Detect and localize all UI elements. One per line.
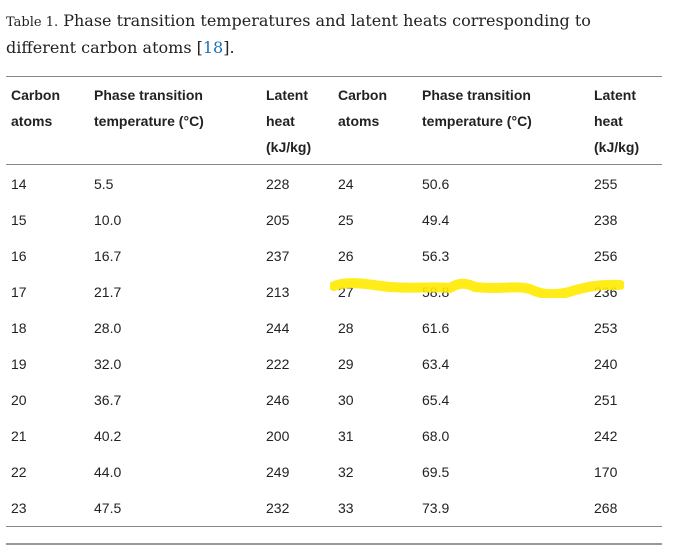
header-carbon-atoms: Carbon atoms — [11, 87, 60, 129]
latent-heat-cell: 213 — [266, 284, 290, 300]
carbon-atoms-cell: 22 — [11, 464, 27, 480]
carbon-atoms-cell: 26 — [338, 248, 354, 264]
header-latent-heat-2: Latent heat (kJ/kg) — [594, 87, 640, 155]
temperature-cell: 36.7 — [94, 392, 122, 408]
temperature-cell: 63.4 — [422, 356, 450, 372]
latent-heat-cell: 240 — [594, 356, 618, 372]
temperature-cell: 40.2 — [94, 428, 122, 444]
latent-heat-cell: 244 — [266, 320, 290, 336]
latent-heat-cell: 246 — [266, 392, 290, 408]
latent-heat-cell: 205 — [266, 212, 290, 228]
temperature-cell: 47.5 — [94, 500, 122, 516]
latent-heat-cell: 256 — [594, 248, 618, 264]
temperature-cell: 32.0 — [94, 356, 122, 372]
carbon-atoms-cell: 25 — [338, 212, 354, 228]
header-phase-transition-temperature: Phase transition temperature (°C) — [94, 87, 204, 129]
temperature-cell: 44.0 — [94, 464, 122, 480]
latent-heat-cell: 251 — [594, 392, 618, 408]
carbon-atoms-cell: 29 — [338, 356, 354, 372]
carbon-atoms-cell: 23 — [11, 500, 27, 516]
temperature-cell: 50.6 — [422, 176, 450, 192]
temperature-cell: 10.0 — [94, 212, 122, 228]
latent-heat-cell: 236 — [594, 284, 618, 300]
temperature-cell: 49.4 — [422, 212, 450, 228]
temperature-cell: 5.5 — [94, 176, 114, 192]
latent-heat-cell: 170 — [594, 464, 618, 480]
caption-label: Table 1. — [6, 15, 59, 30]
carbon-atoms-cell: 28 — [338, 320, 354, 336]
carbon-atoms-cell: 33 — [338, 500, 354, 516]
carbon-atoms-cell: 21 — [11, 428, 27, 444]
temperature-cell: 28.0 — [94, 320, 122, 336]
latent-heat-cell: 249 — [266, 464, 290, 480]
latent-heat-cell: 253 — [594, 320, 618, 336]
temperature-cell: 16.7 — [94, 248, 122, 264]
latent-heat-cell: 200 — [266, 428, 290, 444]
latent-heat-cell: 222 — [266, 356, 290, 372]
header-latent-heat: Latent heat (kJ/kg) — [266, 87, 312, 155]
carbon-atoms-cell: 19 — [11, 356, 27, 372]
caption-text: Phase transition temperatures and latent… — [6, 11, 591, 57]
table-bottom-rule — [6, 526, 662, 527]
carbon-atoms-cell: 27 — [338, 284, 354, 300]
temperature-cell: 21.7 — [94, 284, 122, 300]
table-caption: Table 1. Phase transition temperatures a… — [6, 8, 666, 60]
header-phase-transition-temperature-2: Phase transition temperature (°C) — [422, 87, 532, 129]
carbon-atoms-cell: 18 — [11, 320, 27, 336]
latent-heat-cell: 238 — [594, 212, 618, 228]
carbon-atoms-cell: 30 — [338, 392, 354, 408]
latent-heat-cell: 237 — [266, 248, 290, 264]
temperature-cell: 73.9 — [422, 500, 450, 516]
carbon-atoms-cell: 16 — [11, 248, 27, 264]
latent-heat-cell: 228 — [266, 176, 290, 192]
reference-link[interactable]: 18 — [202, 38, 224, 57]
latent-heat-cell: 232 — [266, 500, 290, 516]
temperature-cell: 61.6 — [422, 320, 450, 336]
latent-heat-cell: 255 — [594, 176, 618, 192]
header-bottom-rule — [6, 164, 662, 165]
yellow-highlighter-mark — [330, 278, 624, 298]
caption-end: ]. — [223, 38, 235, 57]
carbon-atoms-cell: 14 — [11, 176, 27, 192]
carbon-atoms-cell: 15 — [11, 212, 27, 228]
carbon-atoms-cell: 32 — [338, 464, 354, 480]
temperature-cell: 56.3 — [422, 248, 450, 264]
carbon-atoms-cell: 17 — [11, 284, 27, 300]
carbon-atoms-cell: 20 — [11, 392, 27, 408]
latent-heat-cell: 268 — [594, 500, 618, 516]
carbon-atoms-cell: 31 — [338, 428, 354, 444]
header-carbon-atoms-2: Carbon atoms — [338, 87, 387, 129]
temperature-cell: 65.4 — [422, 392, 450, 408]
latent-heat-cell: 242 — [594, 428, 618, 444]
temperature-cell: 69.5 — [422, 464, 450, 480]
table-top-rule — [6, 76, 662, 77]
section-end-rule — [6, 543, 662, 545]
temperature-cell: 68.0 — [422, 428, 450, 444]
temperature-cell: 58.8 — [422, 284, 450, 300]
carbon-atoms-cell: 24 — [338, 176, 354, 192]
